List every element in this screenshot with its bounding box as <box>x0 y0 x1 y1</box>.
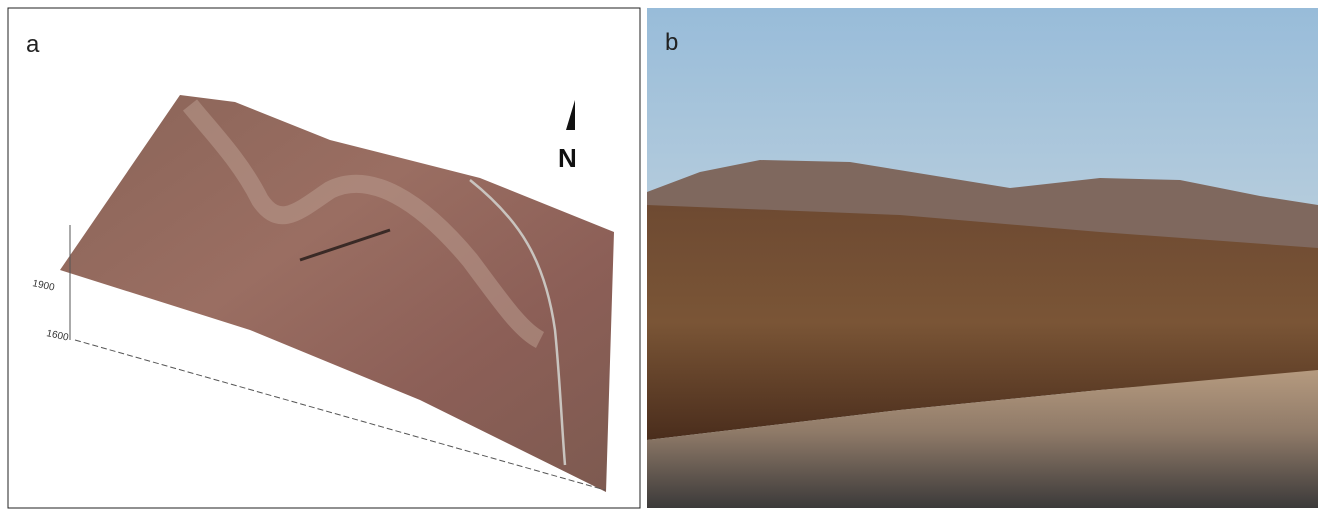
north-label: N <box>558 143 577 173</box>
panel-label: a <box>26 31 40 58</box>
panel-label: b <box>665 29 678 56</box>
figure: 1900 1600 N a b <box>0 0 1320 516</box>
panel-b: b <box>647 8 1318 508</box>
panel-a: 1900 1600 N a <box>8 8 640 508</box>
